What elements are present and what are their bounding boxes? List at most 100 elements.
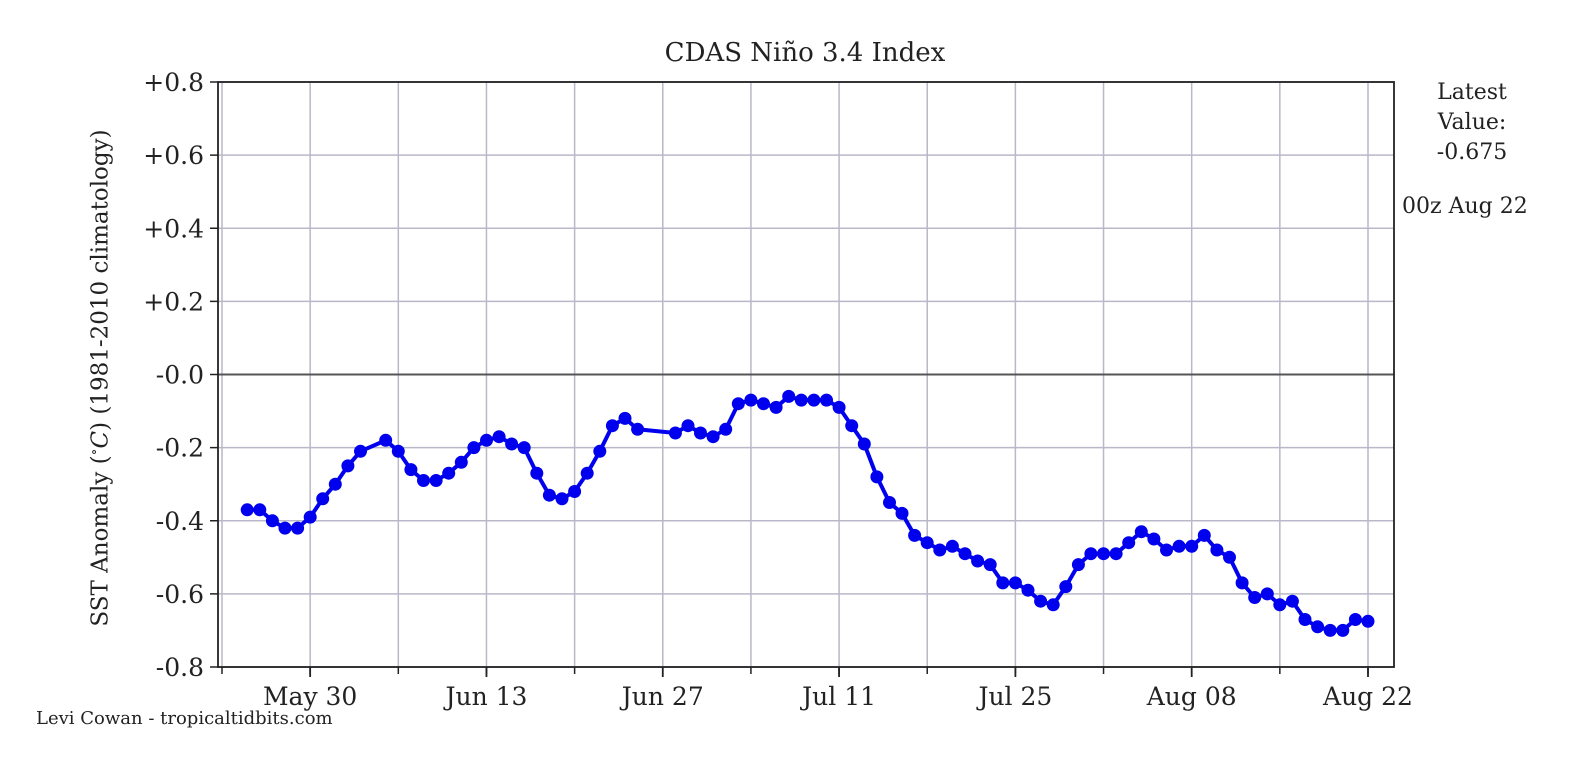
chart-title: CDAS Niño 3.4 Index xyxy=(664,38,946,68)
data-point xyxy=(1097,547,1110,561)
data-point xyxy=(480,433,493,447)
data-point xyxy=(1197,528,1211,542)
data-point xyxy=(1172,539,1186,553)
y-axis-label: SST Anomaly (∘C) (1981-2010 climatology) xyxy=(87,129,114,626)
x-tick-label: May 30 xyxy=(263,682,357,711)
latest-value-box: Latest Value: -0.675 xyxy=(1432,78,1512,168)
data-point xyxy=(391,444,405,458)
y-tick-label: +0.6 xyxy=(143,141,204,170)
data-point xyxy=(1021,583,1035,597)
data-point xyxy=(920,536,934,550)
data-point xyxy=(794,393,808,407)
series-markers xyxy=(240,389,1375,637)
data-point xyxy=(417,474,430,487)
data-point xyxy=(1084,547,1098,561)
data-point xyxy=(1147,532,1161,546)
latest-label: Latest xyxy=(1437,80,1507,105)
celsius-unit: C xyxy=(87,430,114,449)
data-point xyxy=(568,485,582,498)
data-point xyxy=(945,539,959,553)
x-tick-label: Jun 13 xyxy=(442,682,527,711)
data-point xyxy=(1210,543,1224,557)
y-tick-label: -0.0 xyxy=(156,361,204,390)
data-point xyxy=(253,503,267,517)
y-tick-label: +0.2 xyxy=(143,287,204,316)
data-point xyxy=(354,444,367,458)
data-point xyxy=(454,455,468,469)
data-point xyxy=(631,422,645,436)
data-point xyxy=(1260,587,1274,601)
data-point xyxy=(744,393,758,407)
y-tick-label: -0.4 xyxy=(156,507,204,536)
x-tick-label: Jun 27 xyxy=(619,682,704,711)
data-point xyxy=(1059,580,1073,594)
data-point xyxy=(517,441,531,455)
data-point xyxy=(1109,547,1123,561)
data-point xyxy=(1160,543,1173,557)
data-point xyxy=(605,419,619,433)
data-point xyxy=(958,547,972,561)
data-point xyxy=(1361,614,1375,628)
y-tick-label: -0.8 xyxy=(156,653,204,682)
data-point xyxy=(316,492,330,506)
data-point xyxy=(983,558,997,572)
latest-value-label: Value: xyxy=(1437,110,1507,135)
data-point xyxy=(442,466,456,480)
data-point xyxy=(895,506,909,520)
data-point xyxy=(1134,525,1148,539)
y-tick-label: -0.6 xyxy=(156,580,204,609)
data-point xyxy=(467,441,481,455)
x-tick-label: Jul 11 xyxy=(799,682,876,711)
series-line xyxy=(247,394,1369,633)
data-point xyxy=(996,576,1010,590)
data-point xyxy=(593,444,607,458)
data-point xyxy=(971,554,985,568)
data-point xyxy=(870,470,884,484)
tick-labels: +0.8 +0.6 +0.4 +0.2 -0.0 -0.2 -0.4 -0.6 -0.8 May … xyxy=(143,68,1413,711)
data-point xyxy=(832,400,846,414)
x-tick-label: Aug 08 xyxy=(1146,682,1237,711)
data-point xyxy=(303,510,317,524)
data-point xyxy=(807,393,821,407)
plot-frame xyxy=(217,81,1395,668)
data-point xyxy=(1185,539,1199,553)
credit-text: Levi Cowan - tropicaltidbits.com xyxy=(36,708,333,729)
data-point xyxy=(1311,620,1325,634)
data-point xyxy=(1008,576,1022,590)
data-point xyxy=(1323,623,1337,637)
data-point xyxy=(1122,536,1136,550)
data-point xyxy=(1336,623,1350,637)
degree-symbol: ∘ xyxy=(86,448,103,456)
data-point xyxy=(341,459,355,473)
y-axis-label-part: ) (1981-2010 climatology) xyxy=(87,129,114,431)
x-tick-label: Jul 25 xyxy=(975,682,1052,711)
data-point xyxy=(1298,613,1312,626)
data-point xyxy=(769,400,783,414)
data-point xyxy=(731,397,745,411)
data-point xyxy=(530,466,544,480)
data-point xyxy=(857,437,871,451)
data-point xyxy=(1034,594,1048,608)
data-point xyxy=(580,466,594,480)
data-point xyxy=(668,426,682,440)
data-point xyxy=(681,419,695,433)
data-point xyxy=(908,528,922,542)
data-point xyxy=(820,393,833,407)
data-point xyxy=(694,426,707,440)
data-point xyxy=(1046,598,1060,612)
grid-lines xyxy=(218,81,1394,668)
data-point xyxy=(719,422,733,436)
data-point xyxy=(328,477,342,491)
data-point xyxy=(883,496,896,509)
data-point xyxy=(542,488,556,502)
series-line-path xyxy=(247,394,1369,633)
y-tick-label: +0.4 xyxy=(143,214,204,243)
latest-value: -0.675 xyxy=(1436,140,1508,165)
data-point xyxy=(845,419,859,433)
data-point xyxy=(492,430,506,444)
data-point xyxy=(505,437,519,451)
data-point xyxy=(429,474,443,487)
data-point xyxy=(240,503,254,517)
data-point xyxy=(1348,613,1362,626)
